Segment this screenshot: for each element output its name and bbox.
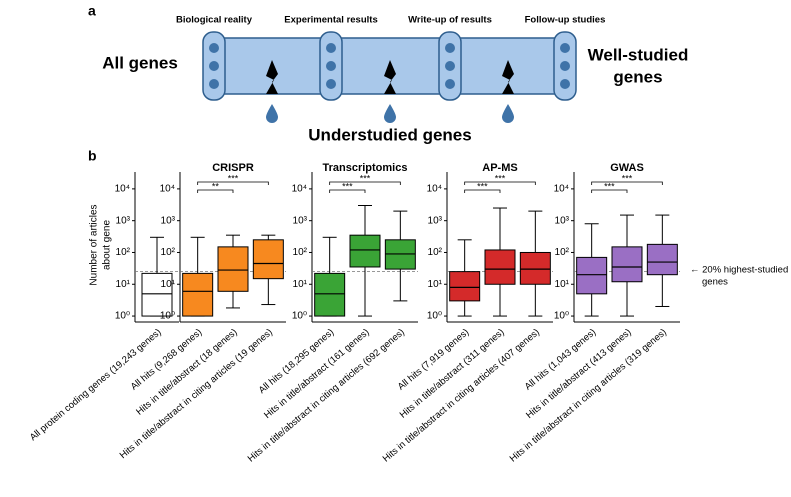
panel-title: Transcriptomics bbox=[323, 162, 408, 174]
box bbox=[646, 243, 678, 276]
significance-bracket bbox=[591, 189, 628, 193]
y-tick-label: 10¹ bbox=[116, 279, 131, 290]
significance-bracket bbox=[197, 189, 234, 193]
y-tick-label: 10⁰ bbox=[115, 311, 130, 322]
bottom-label: Understudied genes bbox=[308, 125, 471, 144]
box bbox=[252, 239, 284, 280]
y-tick-label: 10² bbox=[116, 247, 131, 258]
significance-bracket bbox=[464, 189, 501, 193]
y-tick-label: 10² bbox=[428, 247, 443, 258]
panel-title: AP-MS bbox=[482, 162, 517, 174]
right-label: genes bbox=[613, 67, 662, 86]
significance-label: *** bbox=[342, 181, 353, 191]
drops bbox=[266, 104, 514, 123]
significance-label: *** bbox=[228, 173, 239, 183]
panel-title: CRISPR bbox=[212, 162, 254, 174]
significance-bracket bbox=[329, 189, 366, 193]
x-tick-label: Hits in title/abstract in citing article… bbox=[246, 327, 407, 465]
threshold-label: ← 20% highest-studied bbox=[690, 265, 788, 276]
panel-label: a bbox=[88, 3, 96, 19]
right-label: Well-studied bbox=[588, 45, 689, 64]
y-tick-label: 10³ bbox=[116, 215, 131, 226]
y-tick-label: 10⁰ bbox=[554, 311, 569, 322]
x-tick-label: Hits in title/abstract in citing article… bbox=[508, 327, 669, 465]
stage-label: Write-up of results bbox=[408, 15, 492, 26]
y-tick-label: 10⁰ bbox=[427, 311, 442, 322]
y-tick-label: 10⁴ bbox=[160, 184, 175, 195]
significance-label: *** bbox=[360, 173, 371, 183]
panel-label: b bbox=[88, 148, 97, 164]
significance-label: *** bbox=[477, 181, 488, 191]
significance-label: ** bbox=[212, 181, 220, 191]
box bbox=[576, 256, 608, 295]
y-tick-label: 10⁴ bbox=[292, 184, 307, 195]
y-tick-label: 10⁴ bbox=[427, 184, 442, 195]
x-tick-label: Hits in title/abstract in citing article… bbox=[381, 327, 542, 465]
significance-bracket bbox=[329, 181, 401, 185]
y-axis-label: about gene bbox=[102, 220, 113, 270]
stage-label: Follow-up studies bbox=[525, 15, 606, 26]
y-tick-label: 10⁰ bbox=[160, 311, 175, 322]
box bbox=[314, 272, 346, 317]
significance-label: *** bbox=[495, 173, 506, 183]
box bbox=[484, 249, 516, 285]
cracks bbox=[266, 60, 514, 94]
box bbox=[182, 272, 214, 317]
significance-label: *** bbox=[604, 181, 615, 191]
significance-bracket bbox=[197, 181, 269, 185]
box bbox=[217, 246, 249, 292]
significance-bracket bbox=[591, 181, 663, 185]
y-tick-label: 10¹ bbox=[161, 279, 176, 290]
y-tick-label: 10¹ bbox=[555, 279, 570, 290]
left-label: All genes bbox=[102, 53, 178, 72]
y-tick-label: 10² bbox=[293, 247, 308, 258]
y-tick-label: 10³ bbox=[428, 215, 443, 226]
y-tick-label: 10⁰ bbox=[292, 311, 307, 322]
significance-label: *** bbox=[622, 173, 633, 183]
box bbox=[519, 251, 551, 285]
y-axis-label: Number of articles bbox=[89, 204, 100, 285]
box bbox=[611, 246, 643, 283]
y-tick-label: 10¹ bbox=[428, 279, 443, 290]
joint-holes bbox=[209, 43, 570, 89]
y-tick-label: 10⁴ bbox=[554, 184, 569, 195]
stage-label: Experimental results bbox=[284, 15, 377, 26]
y-tick-label: 10⁴ bbox=[115, 184, 130, 195]
y-tick-label: 10³ bbox=[293, 215, 308, 226]
panel-title: GWAS bbox=[610, 162, 644, 174]
y-tick-label: 10³ bbox=[555, 215, 570, 226]
y-tick-label: 10³ bbox=[161, 215, 176, 226]
stage-label: Biological reality bbox=[176, 15, 253, 26]
y-tick-label: 10² bbox=[555, 247, 570, 258]
box bbox=[141, 272, 173, 317]
y-tick-label: 10¹ bbox=[293, 279, 308, 290]
box bbox=[449, 271, 481, 302]
threshold-label: genes bbox=[702, 277, 728, 288]
significance-bracket bbox=[464, 181, 536, 185]
box bbox=[349, 234, 381, 268]
y-tick-label: 10² bbox=[161, 247, 176, 258]
